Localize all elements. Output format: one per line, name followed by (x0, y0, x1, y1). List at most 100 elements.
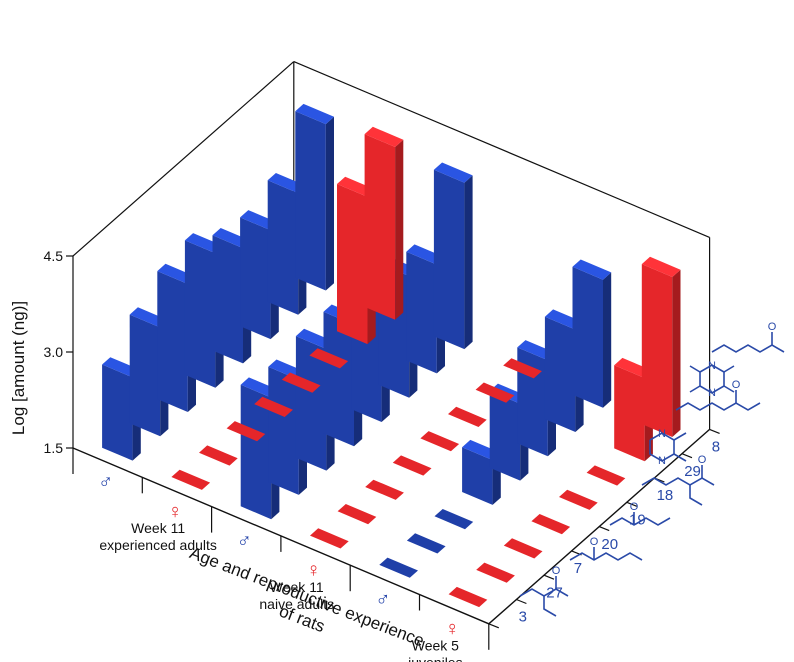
molecule-20-branch (689, 485, 703, 506)
z-tick-label: 4.5 (44, 248, 64, 264)
bar-male-g0-compound-8 (295, 103, 334, 291)
bar-front-face (184, 240, 216, 388)
molecule-7 (609, 517, 671, 526)
bar-floor-tile (448, 586, 488, 608)
bar-front-face (240, 384, 272, 520)
compound-label-29: 29 (684, 463, 701, 480)
molecule-structures: O N N O N N O O O O (519, 321, 785, 617)
bar-female-g3-compound-27 (337, 504, 377, 525)
y-tick (598, 526, 610, 532)
bar-female-g1-compound-3 (171, 469, 211, 490)
bar-floor-tile (309, 348, 349, 369)
group-label-line2: naive adults (259, 596, 334, 612)
bar-floor-tile (448, 406, 487, 427)
bar-floor-tile (476, 562, 515, 583)
bar-female-g3-compound-18 (448, 406, 487, 427)
bar-floor-tile (392, 455, 432, 476)
molecule-18 (675, 402, 761, 411)
bar-front-face (544, 316, 576, 432)
bar-front-face (364, 134, 396, 320)
bar-floor-tile (254, 396, 293, 417)
bar-female-g5-compound-27 (476, 562, 515, 583)
bar-floor-tile (420, 431, 460, 452)
bar-male-g4-compound-3 (379, 557, 418, 578)
bar-front-face (268, 366, 299, 495)
bar-floor-tile (310, 528, 349, 549)
bar-floor-tile (171, 469, 211, 490)
sex-symbol-male: ♂ (98, 472, 113, 494)
bar-female-g3-compound-20 (392, 455, 432, 476)
bar-female-g3-compound-19 (420, 431, 460, 452)
bar-male-g2-compound-8 (433, 162, 473, 350)
bar-front-face (240, 217, 271, 340)
oxygen-icon: O (768, 321, 777, 333)
sex-symbol-female: ♀ (306, 560, 321, 582)
chart-axes: 1.5 3.0 4.5 (44, 61, 720, 650)
bar-floor-tile (281, 372, 321, 393)
bar-front-face (433, 169, 465, 350)
bar-male-g4-compound-8 (572, 259, 612, 408)
bar-female-g3-compound-29 (475, 382, 515, 403)
bar-side-face (325, 116, 334, 291)
bar-side-face (464, 175, 473, 350)
bar-front-face (572, 266, 603, 408)
bar-floor-tile (379, 557, 418, 578)
bar-front-face (129, 314, 161, 437)
compound-label-8: 8 (712, 439, 720, 456)
bar-floor-tile (434, 509, 474, 530)
bar-male-g4-compound-27 (406, 533, 446, 554)
oxygen-icon: O (698, 454, 707, 466)
bar-top-face (295, 103, 334, 125)
bar-front-face (406, 251, 437, 374)
molecule-29-me1 (689, 365, 701, 373)
sex-symbol-male: ♂ (237, 530, 252, 552)
bar-floor-tile (559, 489, 598, 510)
bar-female-g5-compound-3 (448, 586, 488, 608)
compound-label-19: 19 (629, 511, 646, 528)
chart-bars (102, 103, 681, 608)
bar-side-face (603, 272, 612, 408)
molecule-27 (569, 552, 643, 561)
bar-floor-tile (586, 465, 626, 486)
bar-floor-tile (365, 479, 404, 500)
bar-female-g5-compound-20 (531, 514, 571, 535)
z-tick-label: 3.0 (44, 344, 64, 360)
bar-female-g1-compound-18 (309, 348, 349, 369)
bar-top-face (433, 162, 473, 183)
bar-floor-tile (475, 382, 515, 403)
bar-female-g5-compound-7 (503, 538, 543, 559)
bar-top-face (572, 259, 612, 280)
bar-front-face (489, 390, 521, 481)
bar-floor-tile (406, 533, 446, 554)
bar-side-face (672, 269, 681, 437)
bar-top-face (364, 126, 404, 147)
bar-female-g5-compound-18 (586, 465, 626, 486)
bar-front-face (212, 235, 243, 364)
y-tick (488, 623, 500, 629)
bar-female-g1-compound-7 (226, 421, 266, 442)
group-label-line2: experienced adults (99, 537, 217, 553)
group-label-line1: Week 5 (412, 637, 459, 653)
y-tick (516, 598, 527, 605)
group-label-line1: Week 11 (270, 579, 324, 595)
nitrogen-icon: N (658, 428, 666, 440)
molecule-19-me1 (673, 432, 687, 441)
bar-front-face (267, 180, 299, 315)
bar-floor-tile (337, 504, 377, 525)
nitrogen-icon: N (708, 360, 716, 372)
molecule-20 (641, 477, 715, 486)
group-label-line1: Week 11 (131, 520, 185, 536)
bar-floor-tile (503, 358, 542, 379)
bar-female-g5-compound-19 (559, 489, 598, 510)
bar-front-face (102, 364, 133, 461)
y-tick (709, 428, 720, 434)
nitrogen-icon: N (708, 387, 716, 399)
y-tick (681, 453, 693, 459)
z-tick-label: 1.5 (44, 440, 64, 456)
bar-front-face (295, 111, 326, 291)
molecule-3-branch (543, 596, 557, 617)
bar-front-face (157, 271, 188, 412)
oxygen-icon: O (552, 565, 561, 577)
bar-side-face (395, 139, 404, 320)
